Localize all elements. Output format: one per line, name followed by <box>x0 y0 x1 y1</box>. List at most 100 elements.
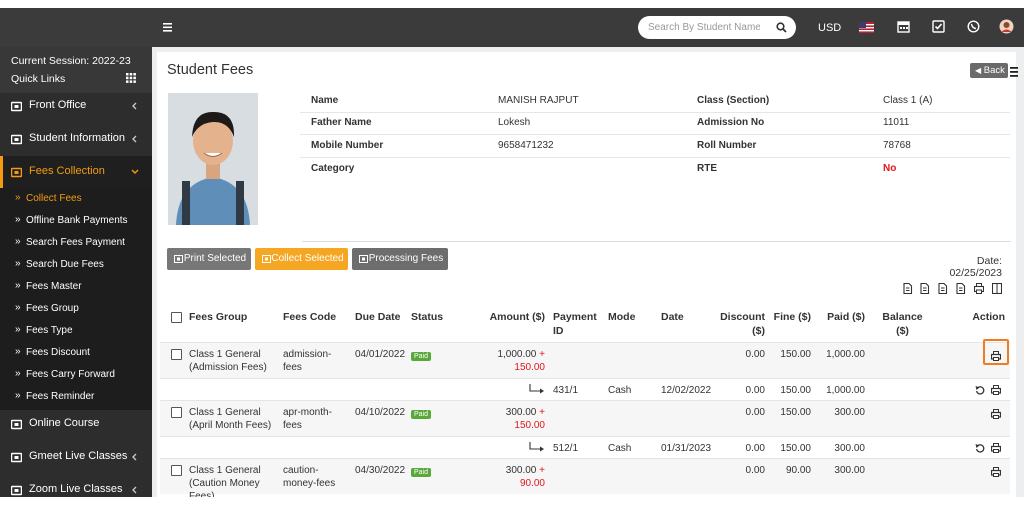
info-value: 9658471232 <box>498 140 554 151</box>
submenu-item[interactable]: Offline Bank Payments <box>26 215 128 226</box>
export-icon[interactable] <box>920 283 930 294</box>
submenu-arrow: » <box>15 280 21 291</box>
print-icon[interactable] <box>991 443 1001 453</box>
quick-links-icon[interactable] <box>126 73 136 83</box>
status-badge: Paid <box>411 468 432 477</box>
table-cell: Cash <box>608 443 632 454</box>
info-row-line <box>300 112 1010 113</box>
submenu-item[interactable]: Fees Carry Forward <box>26 369 115 380</box>
amount-fine: + 90.00 <box>519 465 545 489</box>
table-cell: Class 1 General (Admission Fees) <box>189 349 267 373</box>
info-label: Category <box>311 163 355 174</box>
submenu-arrow: » <box>15 258 21 269</box>
submenu-item[interactable]: Fees Group <box>26 303 79 314</box>
search-placeholder: Search By Student Name <box>648 22 760 33</box>
status-wrap: Paid <box>411 407 432 419</box>
menu-toggle[interactable] <box>163 22 173 32</box>
table-cell: 300.00 <box>834 407 865 418</box>
menu-item[interactable]: Online Course <box>29 417 100 429</box>
search-icon[interactable] <box>776 22 787 33</box>
column-header: Fees Group <box>189 311 248 323</box>
submenu-item[interactable]: Fees Reminder <box>26 391 95 402</box>
submenu-arrow: » <box>15 192 21 203</box>
chevron <box>132 102 137 110</box>
print-icon[interactable] <box>991 385 1001 395</box>
action-button[interactable]: Processing Fees <box>352 248 448 270</box>
column-header: Balance ($) <box>882 311 923 337</box>
submenu-arrow: » <box>15 346 21 357</box>
print-icon[interactable] <box>991 351 1001 361</box>
submenu-item[interactable]: Search Due Fees <box>26 259 104 270</box>
export-icon[interactable] <box>938 283 948 294</box>
checkbox[interactable] <box>171 465 182 476</box>
amount-fine: + 150.00 <box>514 407 545 431</box>
submenu-bg <box>0 188 152 410</box>
amount: 1,000.00 <box>497 349 537 360</box>
column-header: Payment ID <box>553 311 597 337</box>
active-menu-bg <box>0 156 152 188</box>
chevron <box>131 169 139 174</box>
info-value: Class 1 (A) <box>883 95 933 106</box>
menu-icon <box>11 419 22 430</box>
side-menu-icon[interactable] <box>1010 66 1018 77</box>
menu-item[interactable]: Zoom Live Classes <box>29 483 123 495</box>
print-icon[interactable] <box>991 409 1001 419</box>
print-icon[interactable] <box>991 467 1001 477</box>
menu-icon <box>11 134 22 145</box>
submenu-item[interactable]: Fees Type <box>26 325 73 336</box>
task-icon[interactable] <box>932 20 945 33</box>
flag-icon[interactable] <box>859 22 874 33</box>
amount: 300.00 <box>505 465 537 476</box>
submenu-item[interactable]: Collect Fees <box>26 193 82 204</box>
checkbox[interactable] <box>171 407 182 418</box>
action-button[interactable]: Print Selected <box>167 248 251 270</box>
session-block: Current Session: 2022-23 Quick Links <box>0 47 152 93</box>
column-header: Fees Code <box>283 311 337 323</box>
info-value: 78768 <box>883 140 911 151</box>
table-cell: 0.00 <box>745 407 765 418</box>
whatsapp-icon[interactable] <box>967 20 980 33</box>
top-bar: Search By Student Name USD <box>0 8 1024 47</box>
user-avatar[interactable] <box>999 19 1014 34</box>
info-row-line <box>300 157 1010 158</box>
revert-icon[interactable] <box>975 385 985 395</box>
button-icon <box>262 255 271 263</box>
info-value: 11011 <box>883 117 910 128</box>
session-text: Current Session: 2022-23 <box>11 55 131 67</box>
export-icon[interactable] <box>956 283 966 294</box>
action-button[interactable]: Collect Selected <box>255 248 348 270</box>
submenu-item[interactable]: Search Fees Payment <box>26 237 125 248</box>
table-cell: 0.00 <box>745 465 765 476</box>
menu-item[interactable]: Gmeet Live Classes <box>29 450 128 462</box>
revert-icon[interactable] <box>975 443 985 453</box>
currency[interactable]: USD <box>818 22 842 34</box>
submenu-arrow: » <box>15 302 21 313</box>
info-value: MANISH RAJPUT <box>498 95 579 106</box>
table-cell: 1,000.00 <box>826 385 865 396</box>
menu-item[interactable]: Front Office <box>29 99 87 111</box>
submenu-item[interactable]: Fees Discount <box>26 347 90 358</box>
table-row <box>160 342 1010 378</box>
info-label: RTE <box>697 163 717 174</box>
search-box[interactable]: Search By Student Name <box>638 16 796 39</box>
calendar-icon[interactable] <box>897 20 910 33</box>
checkbox[interactable] <box>171 312 182 323</box>
back-button[interactable]: ◀ Back <box>970 63 1008 78</box>
table-cell: 150.00 <box>780 443 811 454</box>
button-icon <box>359 255 368 263</box>
table-cell: 300.00 <box>834 465 865 476</box>
info-label: Class (Section) <box>697 95 770 106</box>
export-icon[interactable] <box>974 283 984 294</box>
menu-item[interactable]: Student Information <box>29 132 126 144</box>
quick-links[interactable]: Quick Links <box>11 73 66 85</box>
menu-item[interactable]: Fees Collection <box>29 165 105 177</box>
checkbox[interactable] <box>171 349 182 360</box>
button-label: Print Selected <box>183 253 247 264</box>
submenu-item[interactable]: Fees Master <box>26 281 82 292</box>
export-icon[interactable] <box>992 283 1002 294</box>
table-cell: 300.00 <box>834 443 865 454</box>
column-header: Discount ($) <box>720 311 765 337</box>
highlight-box[interactable] <box>983 339 1009 365</box>
export-icon[interactable] <box>903 283 913 294</box>
